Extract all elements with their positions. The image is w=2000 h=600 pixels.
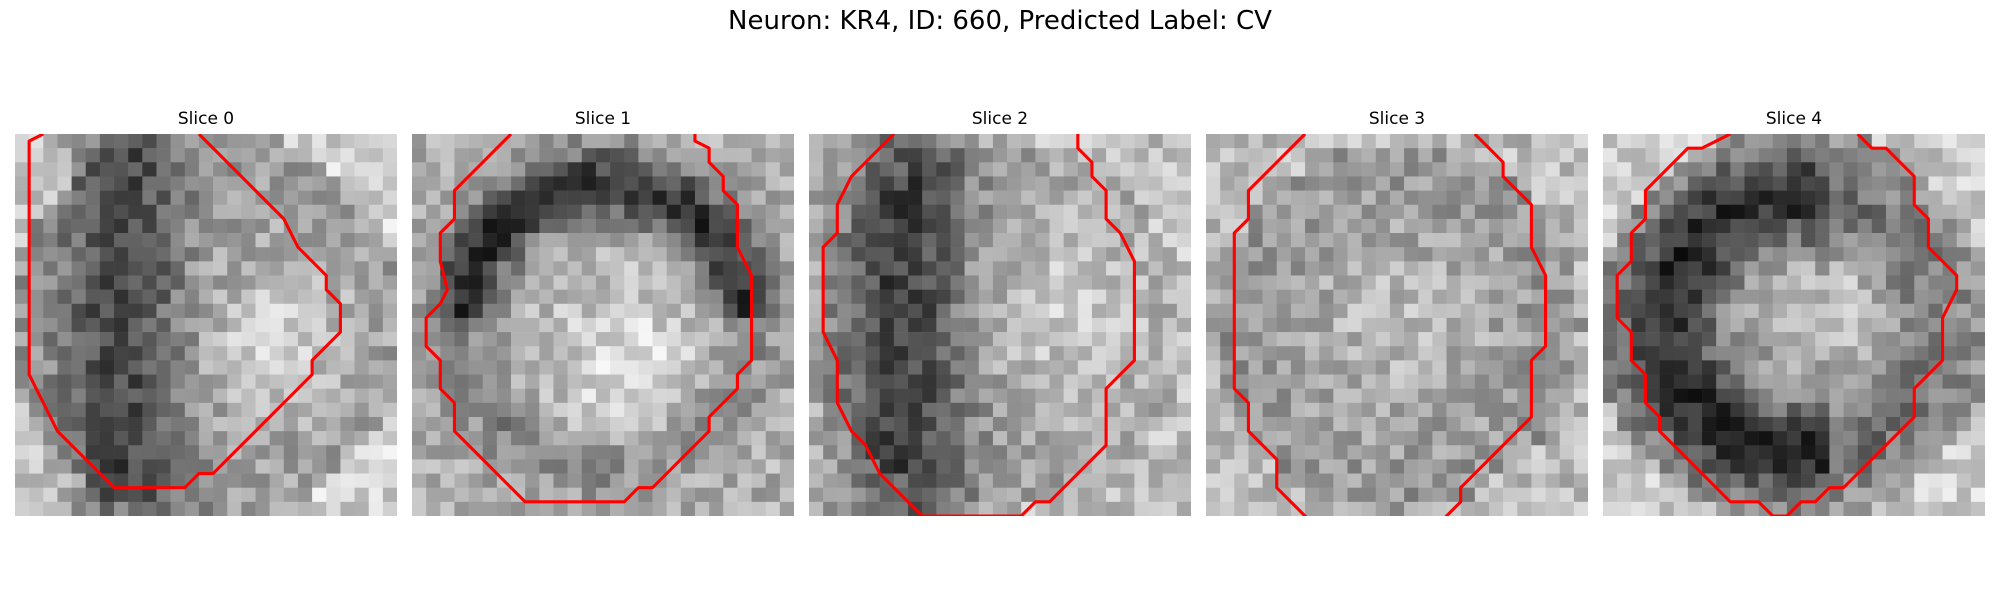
panel-slice-0: Slice 0 bbox=[15, 108, 397, 516]
panel-slice-3: Slice 3 bbox=[1206, 108, 1588, 516]
segmentation-contour bbox=[1615, 134, 1959, 516]
slice-image bbox=[1603, 134, 1985, 516]
pixel-grid bbox=[1603, 134, 1985, 516]
slice-image bbox=[809, 134, 1191, 516]
pixel-grid bbox=[15, 134, 397, 516]
panel-title: Slice 2 bbox=[971, 109, 1029, 129]
figure-title: Neuron: KR4, ID: 660, Predicted Label: C… bbox=[728, 6, 1272, 36]
panel-slice-2: Slice 2 bbox=[809, 108, 1191, 516]
panel-slice-4: Slice 4 bbox=[1603, 108, 1985, 516]
segmentation-contour bbox=[821, 134, 1136, 516]
pixel-grid bbox=[809, 134, 1191, 516]
pixel-grid bbox=[1206, 134, 1588, 516]
segmentation-contour bbox=[424, 134, 754, 504]
panel-title: Slice 1 bbox=[574, 109, 632, 129]
panel-title: Slice 4 bbox=[1765, 109, 1823, 129]
segmentation-contour bbox=[27, 134, 342, 490]
panel-slice-1: Slice 1 bbox=[412, 108, 794, 516]
slice-image bbox=[15, 134, 397, 516]
pixel-grid bbox=[412, 134, 794, 516]
slice-image bbox=[1206, 134, 1588, 516]
panel-title: Slice 0 bbox=[177, 109, 235, 129]
panel-title: Slice 3 bbox=[1368, 109, 1426, 129]
segmentation-contour bbox=[1232, 134, 1548, 516]
slice-image bbox=[412, 134, 794, 516]
